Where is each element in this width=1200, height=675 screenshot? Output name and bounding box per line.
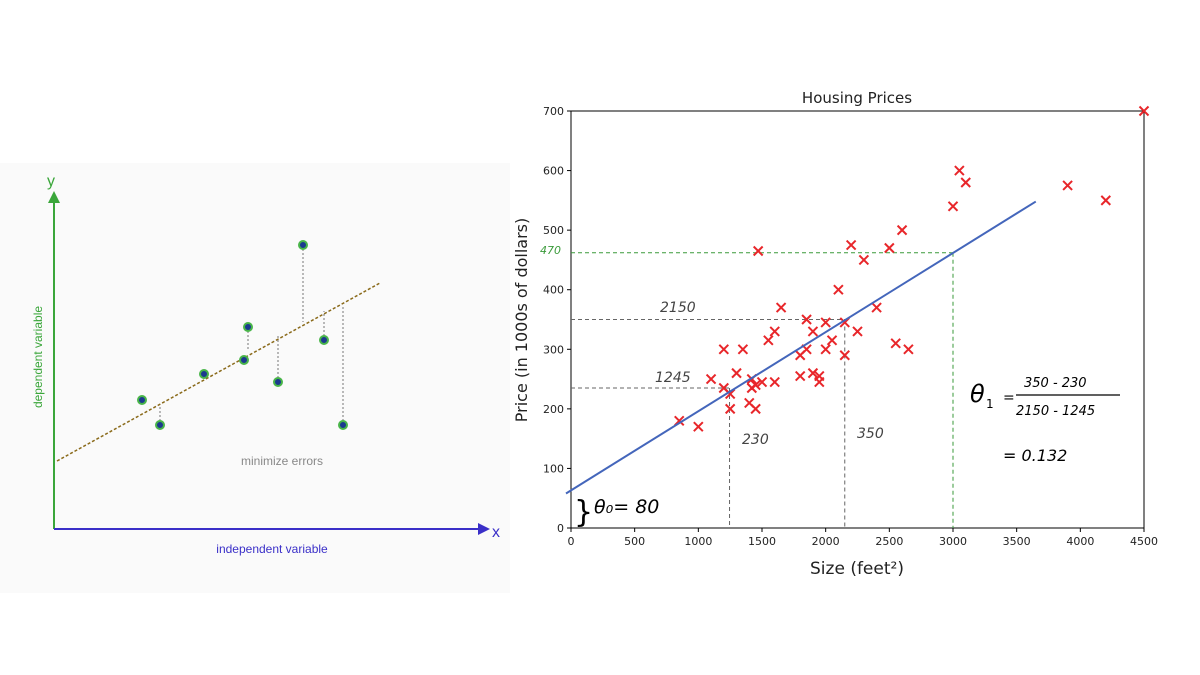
scatter-point (807, 326, 819, 337)
scatter-point (820, 317, 831, 328)
x-axis-label: independent variable (216, 542, 328, 556)
scatter-point (731, 367, 742, 379)
theta1-subscript: 1 (986, 397, 994, 411)
scatter-point (814, 370, 825, 382)
y-tick-label: 0 (557, 522, 564, 535)
scatter-point (845, 239, 857, 251)
scatter-point (737, 344, 749, 355)
scatter-point (890, 338, 901, 349)
fraction-denominator: 2150 - 1245 (1016, 404, 1095, 419)
scatter-point (769, 326, 780, 337)
scatter-point (724, 403, 736, 415)
scatter-point (858, 254, 870, 266)
theta1-equals: = (1003, 390, 1015, 406)
scatter-point (763, 335, 774, 346)
scatter-point (750, 403, 761, 415)
trend-line (56, 282, 381, 462)
annotation-1245: 1245 (655, 370, 691, 386)
regression-line (565, 200, 1037, 495)
x-axis-letter: x (492, 524, 500, 541)
annotation-230: 230 (742, 432, 769, 448)
x-axis-arrow-icon (478, 523, 490, 535)
scatter-point (826, 335, 838, 346)
data-point (199, 369, 209, 379)
data-point (338, 420, 348, 430)
scatter-point (820, 344, 831, 355)
x-tick-label: 4500 (1130, 535, 1158, 548)
scatter-point (750, 379, 761, 391)
scatter-point (871, 302, 882, 313)
theta0-annotation: θ₀= 80 (594, 496, 659, 518)
y-tick-label: 700 (543, 105, 564, 118)
fraction-numerator: 350 - 230 (1024, 376, 1087, 391)
y-tick-label: 500 (543, 224, 564, 237)
y-tick-label: 400 (543, 284, 564, 297)
y-tick-label: 200 (543, 403, 564, 416)
brace-icon: } (574, 495, 593, 530)
scatter-point (693, 421, 704, 432)
data-point (273, 377, 283, 387)
scatter-point (756, 376, 768, 388)
scatter-markers (674, 105, 1150, 432)
y-axis-label: dependent variable (31, 306, 45, 408)
x-axis-title: Size (feet²) (810, 559, 904, 579)
x-tick-label: 3000 (939, 535, 967, 548)
data-point (319, 335, 329, 345)
x-tick-label: 3500 (1003, 535, 1031, 548)
scatter-point (884, 242, 895, 254)
scatter-point (775, 302, 787, 313)
scatter-point (960, 177, 971, 188)
x-tick-label: 0 (568, 535, 575, 548)
scatter-point (954, 165, 965, 176)
x-tick-label: 2000 (812, 535, 840, 548)
scatter-point (896, 224, 908, 236)
data-point (298, 240, 308, 250)
scatter-point (1100, 195, 1112, 206)
scatter-point (718, 344, 730, 355)
data-point (155, 420, 165, 430)
y-axis-letter: y (47, 173, 55, 190)
x-tick-label: 2500 (875, 535, 903, 548)
x-tick-label: 1500 (748, 535, 776, 548)
scatter-point (903, 344, 914, 355)
y-tick-label: 100 (543, 462, 564, 475)
theta1-symbol: θ (970, 380, 985, 408)
slope-result: = 0.132 (1003, 446, 1067, 465)
scatter-point (769, 376, 780, 388)
annotation-470: 470 (540, 244, 561, 257)
data-point (243, 322, 253, 332)
scatter-point (1062, 180, 1073, 191)
scatter-point (674, 415, 685, 426)
scatter-point (752, 245, 764, 257)
y-tick-label: 600 (543, 165, 564, 178)
minimize-errors-label: minimize errors (241, 454, 323, 468)
y-axis-title: Price (in 1000s of dollars) (512, 218, 531, 422)
y-axis-arrow-icon (48, 191, 60, 203)
data-points (137, 240, 348, 430)
axis-ticks: 0 500 1000 1500 2000 2500 3000 3500 4000 45000100… (543, 105, 1158, 548)
data-point (137, 395, 147, 405)
annotation-2150: 2150 (660, 300, 696, 316)
scatter-point (724, 388, 736, 400)
scatter-point (801, 314, 812, 325)
scatter-point (794, 370, 806, 382)
left-figure-panel: y dependent variable x independent varia… (0, 163, 510, 593)
scatter-point (1138, 105, 1150, 117)
x-tick-label: 4000 (1066, 535, 1094, 548)
x-tick-label: 1000 (684, 535, 712, 548)
y-tick-label: 300 (543, 343, 564, 356)
scatter-point (705, 373, 717, 385)
scatter-point (833, 284, 844, 295)
data-point (239, 355, 249, 365)
scatter-point (839, 350, 850, 361)
guide-lines (571, 252, 954, 528)
regression-concept-diagram: y dependent variable x independent varia… (31, 173, 500, 556)
scatter-point (852, 326, 863, 337)
x-tick-label: 500 (624, 535, 645, 548)
annotation-350: 350 (857, 426, 884, 442)
scatter-point (947, 201, 959, 212)
chart-title: Housing Prices (802, 89, 912, 107)
scatter-point (807, 367, 819, 379)
